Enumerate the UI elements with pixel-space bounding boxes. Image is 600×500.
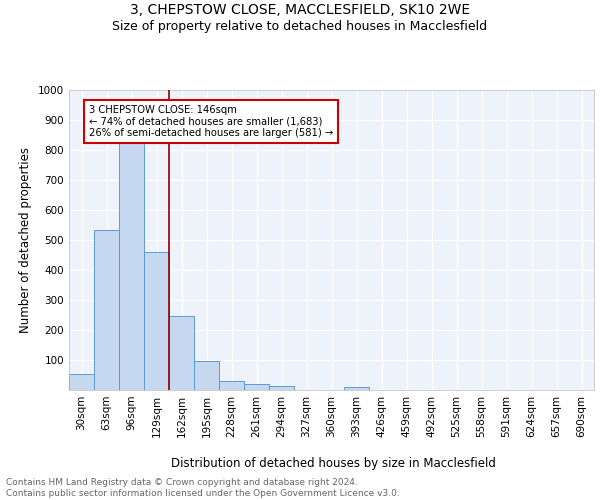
Bar	[144, 252, 169, 390]
Bar	[219, 381, 244, 390]
Bar	[169, 316, 194, 390]
Bar	[94, 230, 119, 390]
Text: Contains HM Land Registry data © Crown copyright and database right 2024.
Contai: Contains HM Land Registry data © Crown c…	[6, 478, 400, 498]
Bar	[69, 374, 94, 390]
Bar	[344, 387, 369, 390]
Bar	[119, 142, 144, 390]
Text: Distribution of detached houses by size in Macclesfield: Distribution of detached houses by size …	[170, 458, 496, 470]
Text: Size of property relative to detached houses in Macclesfield: Size of property relative to detached ho…	[112, 20, 488, 33]
Text: 3 CHEPSTOW CLOSE: 146sqm
← 74% of detached houses are smaller (1,683)
26% of sem: 3 CHEPSTOW CLOSE: 146sqm ← 74% of detach…	[89, 105, 333, 138]
Bar	[194, 360, 219, 390]
Bar	[244, 384, 269, 390]
Text: 3, CHEPSTOW CLOSE, MACCLESFIELD, SK10 2WE: 3, CHEPSTOW CLOSE, MACCLESFIELD, SK10 2W…	[130, 2, 470, 16]
Y-axis label: Number of detached properties: Number of detached properties	[19, 147, 32, 333]
Bar	[269, 386, 294, 390]
